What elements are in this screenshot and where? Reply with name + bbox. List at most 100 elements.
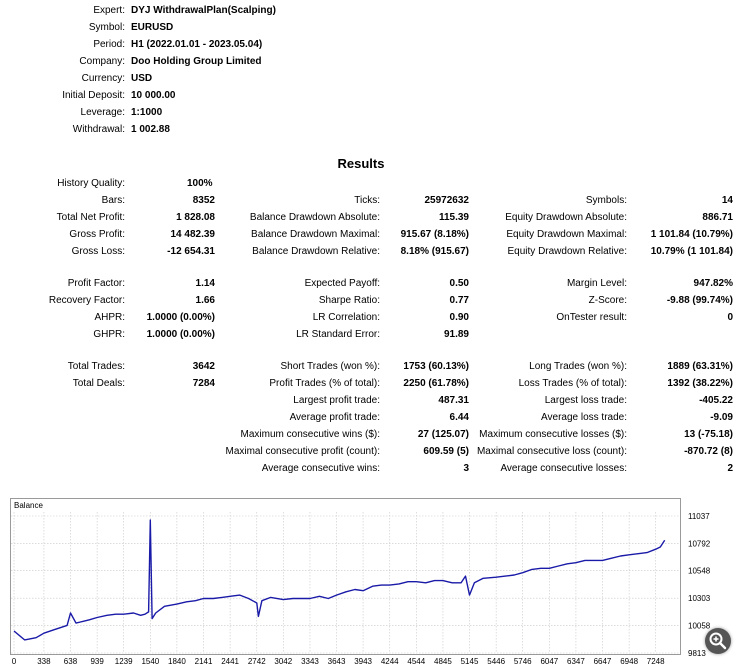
x-tick-label: 6948 (620, 657, 638, 666)
result-label: Ticks: (354, 195, 380, 206)
x-tick-label: 1239 (115, 657, 133, 666)
header-label: Currency: (81, 73, 125, 84)
x-tick-label: 3943 (354, 657, 372, 666)
result-label: Average consecutive losses: (500, 463, 627, 474)
x-tick-label: 6647 (594, 657, 612, 666)
y-tick-label: 10058 (688, 622, 711, 631)
chart-frame (10, 498, 681, 655)
result-value: 25972632 (424, 195, 470, 206)
result-label: Expected Payoff: (304, 278, 380, 289)
result-value: 0.50 (449, 278, 469, 289)
result-value: 3 (463, 463, 469, 474)
result-value: 6.44 (449, 412, 469, 423)
result-value: 100% (187, 178, 213, 189)
result-value: 2250 (61.78%) (403, 378, 469, 389)
result-value: 0 (727, 312, 733, 323)
result-label: Largest loss trade: (544, 395, 627, 406)
result-value: 91.89 (443, 329, 469, 340)
result-label: Gross Loss: (71, 246, 125, 257)
chart-title: Balance (14, 501, 43, 510)
result-label: Profit Trades (% of total): (269, 378, 380, 389)
x-tick-label: 2141 (195, 657, 213, 666)
x-tick-label: 338 (37, 657, 51, 666)
result-value: 10.79% (1 101.84) (650, 246, 733, 257)
x-tick-label: 1540 (141, 657, 159, 666)
result-label: Profit Factor: (67, 278, 125, 289)
result-value: 915.67 (8.18%) (400, 229, 469, 240)
x-tick-label: 5446 (487, 657, 505, 666)
result-value: 8.18% (915.67) (400, 246, 469, 257)
result-label: Equity Drawdown Relative: (507, 246, 628, 257)
result-label: Average loss trade: (541, 412, 627, 423)
x-tick-label: 3042 (274, 657, 292, 666)
result-value: 2 (727, 463, 733, 474)
result-label: Maximum consecutive wins ($): (240, 429, 380, 440)
header-label: Expert: (93, 5, 125, 16)
x-tick-label: 4244 (381, 657, 399, 666)
result-label: Z-Score: (588, 295, 627, 306)
result-value: 13 (-75.18) (684, 429, 733, 440)
result-value: 0.90 (449, 312, 469, 323)
result-label: Balance Drawdown Absolute: (249, 212, 380, 223)
y-tick-label: 10792 (688, 539, 711, 548)
result-label: Equity Drawdown Maximal: (506, 229, 627, 240)
result-value: -405.22 (699, 395, 733, 406)
result-label: Maximal consecutive loss (count): (476, 446, 627, 457)
result-value: 7284 (192, 378, 215, 389)
result-value: 0.77 (449, 295, 469, 306)
result-label: Total Deals: (72, 378, 125, 389)
x-tick-label: 4845 (434, 657, 452, 666)
zoom-button[interactable] (705, 628, 731, 654)
result-value: 1392 (38.22%) (667, 378, 733, 389)
result-value: 1 101.84 (10.79%) (650, 229, 733, 240)
x-tick-label: 6047 (540, 657, 558, 666)
result-label: Total Net Profit: (56, 212, 125, 223)
header-value: H1 (2022.01.01 - 2023.05.04) (131, 39, 263, 50)
zoom-magnifier-icon (709, 632, 727, 650)
result-value: 115.39 (438, 212, 469, 223)
result-value: -12 654.31 (167, 246, 215, 257)
x-tick-label: 1840 (168, 657, 186, 666)
y-tick-label: 10548 (688, 567, 711, 576)
result-value: 14 482.39 (170, 229, 216, 240)
header-value: 1 002.88 (131, 124, 170, 135)
x-tick-label: 3343 (301, 657, 319, 666)
header-label: Period: (93, 39, 125, 50)
result-label: Average consecutive wins: (261, 463, 380, 474)
x-tick-label: 5145 (461, 657, 479, 666)
result-value: 1 828.08 (176, 212, 215, 223)
result-label: Equity Drawdown Absolute: (505, 212, 627, 223)
balance-chart: Balance 0 338 638 939 1239 1540 1840 2141 2441 274… (10, 498, 732, 666)
result-label: Sharpe Ratio: (318, 295, 380, 306)
header-value: USD (131, 73, 153, 84)
result-label: Long Trades (won %): (529, 361, 627, 372)
result-value: 947.82% (693, 278, 733, 289)
result-value: 27 (125.07) (417, 429, 469, 440)
result-label: Largest profit trade: (293, 395, 380, 406)
result-value: 1753 (60.13%) (403, 361, 469, 372)
y-tick-label: 11037 (688, 512, 710, 521)
header-label: Initial Deposit: (62, 90, 125, 101)
header-label: Leverage: (80, 107, 125, 118)
x-tick-label: 2742 (248, 657, 266, 666)
result-label: Loss Trades (% of total): (518, 378, 627, 389)
result-label: Short Trades (won %): (280, 361, 380, 372)
header-value: 1:1000 (131, 107, 163, 118)
x-tick-label: 6347 (567, 657, 585, 666)
x-tick-label: 0 (12, 657, 17, 666)
result-label: GHPR: (93, 329, 125, 340)
x-tick-label: 638 (64, 657, 78, 666)
header-value: DYJ WithdrawalPlan(Scalping) (131, 5, 276, 16)
result-value: -9.88 (99.74%) (666, 295, 733, 306)
result-label: Balance Drawdown Relative: (252, 246, 380, 257)
x-tick-label: 939 (90, 657, 104, 666)
result-label: AHPR: (94, 312, 125, 323)
x-tick-label: 4544 (407, 657, 425, 666)
result-label: Symbols: (585, 195, 627, 206)
y-tick-label: 10303 (688, 594, 711, 603)
result-value: 1.0000 (0.00%) (146, 329, 215, 340)
result-label: History Quality: (57, 178, 125, 189)
result-label: Maximal consecutive profit (count): (225, 446, 380, 457)
result-value: -870.72 (8) (684, 446, 733, 457)
result-label: LR Standard Error: (296, 329, 380, 340)
